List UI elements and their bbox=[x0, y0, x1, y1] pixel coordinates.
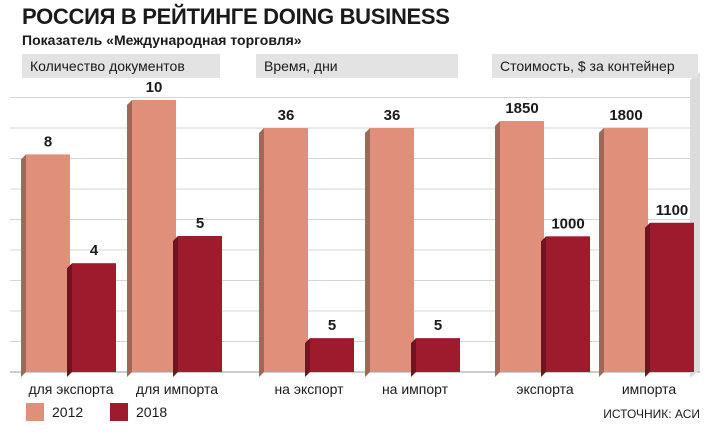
category-label-2-2: на импорт bbox=[382, 381, 449, 397]
bar-2012-1-2 bbox=[132, 100, 176, 372]
bar-side-2012-1-1 bbox=[21, 154, 26, 377]
bar-side-2018-3-2 bbox=[645, 222, 650, 377]
bar-side-2018-3-1 bbox=[541, 236, 546, 377]
data-label-2012-3-1: 1850 bbox=[505, 100, 538, 117]
panel-header-3 bbox=[492, 54, 698, 78]
bar-2012-2-2 bbox=[370, 128, 414, 372]
bar-2012-2-1 bbox=[264, 128, 308, 372]
data-label-2018-1-2: 5 bbox=[196, 215, 204, 232]
data-label-2018-3-2: 1100 bbox=[656, 202, 689, 219]
chart-subtitle: Показатель «Международная торговля» bbox=[22, 32, 302, 48]
legend-swatch-2012 bbox=[26, 403, 44, 421]
source-note: ИСТОЧНИК: АСИ bbox=[603, 407, 700, 421]
panel-header-2 bbox=[256, 54, 458, 78]
chart-title: РОССИЯ В РЕЙТИНГЕ DOING BUSINESS bbox=[22, 4, 450, 29]
panel-header-1 bbox=[22, 54, 220, 78]
bar-2018-3-1 bbox=[546, 236, 590, 372]
panel-title-1: Количество документов bbox=[30, 58, 185, 74]
data-label-2018-3-1: 1000 bbox=[551, 215, 584, 232]
category-label-3-1: экспорта bbox=[516, 381, 574, 397]
data-label-2012-2-2: 36 bbox=[384, 107, 401, 124]
bar-2012-3-2 bbox=[604, 127, 648, 372]
bar-side-2018-1-2 bbox=[173, 236, 178, 377]
bar-side-2012-2-2 bbox=[365, 128, 370, 377]
bar-side-2012-3-2 bbox=[599, 127, 604, 377]
legend-swatch-2018 bbox=[110, 403, 128, 421]
bar-side-2012-2-1 bbox=[259, 128, 264, 377]
bar-side-2018-1-1 bbox=[67, 263, 72, 377]
data-label-2018-1-1: 4 bbox=[90, 242, 99, 259]
category-label-3-2: импорта bbox=[622, 381, 677, 397]
panel-title-2: Время, дни bbox=[264, 58, 338, 74]
bar-2012-3-1 bbox=[500, 121, 544, 372]
category-label-1-2: для импорта bbox=[136, 381, 218, 397]
bar-side-2018-2-2 bbox=[411, 338, 416, 377]
data-label-2012-1-2: 10 bbox=[146, 79, 163, 96]
legend-label-2018: 2018 bbox=[136, 404, 168, 420]
bar-2018-3-2 bbox=[650, 222, 694, 372]
panel-title-3: Стоимость, $ за контейнер bbox=[500, 58, 675, 74]
bar-2018-1-2 bbox=[178, 236, 222, 372]
bar-side-2012-3-1 bbox=[495, 121, 500, 377]
bar-side-2018-2-1 bbox=[305, 338, 310, 377]
legend-label-2012: 2012 bbox=[52, 404, 84, 420]
bar-2012-1-1 bbox=[26, 154, 70, 372]
data-label-2012-3-2: 1800 bbox=[609, 107, 642, 124]
category-label-1-1: для экспорта bbox=[28, 381, 113, 397]
data-label-2018-2-2: 5 bbox=[434, 317, 442, 334]
bar-2018-2-1 bbox=[310, 338, 354, 372]
data-label-2012-1-1: 8 bbox=[44, 133, 52, 150]
data-label-2012-2-1: 36 bbox=[278, 107, 295, 124]
bar-2018-1-1 bbox=[72, 263, 116, 372]
data-label-2018-2-1: 5 bbox=[328, 317, 336, 334]
bar-side-2012-1-2 bbox=[127, 100, 132, 377]
legend-item-2018: 2018 bbox=[110, 403, 167, 421]
category-label-2-1: на экспорт bbox=[274, 381, 344, 397]
bar-2018-2-2 bbox=[416, 338, 460, 372]
legend-item-2012: 2012 bbox=[26, 403, 83, 421]
